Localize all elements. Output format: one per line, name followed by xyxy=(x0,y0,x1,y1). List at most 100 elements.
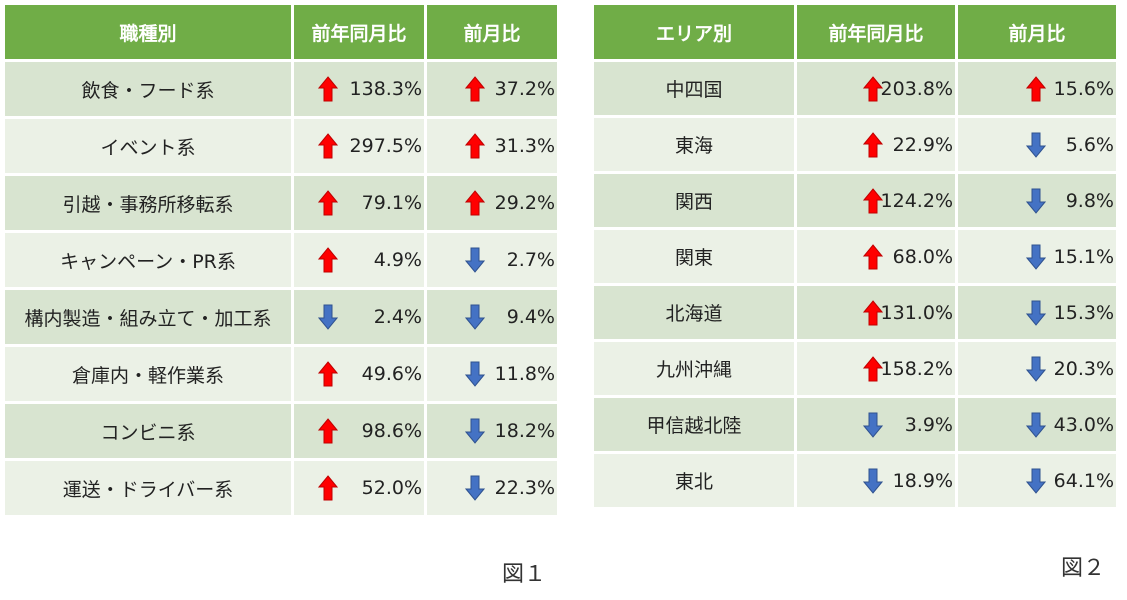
down-arrow-icon xyxy=(1025,300,1047,326)
down-arrow-icon xyxy=(464,247,486,273)
up-arrow-icon xyxy=(317,475,339,501)
up-arrow-icon xyxy=(1025,75,1047,102)
mom-value: 18.2% xyxy=(494,420,555,442)
yoy-value: 138.3% xyxy=(349,78,422,100)
mom-value: 64.1% xyxy=(1053,469,1114,492)
mom-cell: 15.6% xyxy=(955,59,1119,118)
up-arrow-icon xyxy=(317,361,339,387)
header-area: エリア別 xyxy=(591,2,797,62)
header-mom: 前月比 xyxy=(424,2,560,62)
down-arrow-icon xyxy=(464,361,486,387)
figure-caption-2: 図２ xyxy=(1061,556,1106,581)
down-arrow-icon xyxy=(464,475,486,501)
table-row: 倉庫内・軽作業系 49.6% 11.8% xyxy=(2,344,560,404)
row-label: 運送・ドライバー系 xyxy=(2,458,294,518)
row-label: 甲信越北陸 xyxy=(591,395,797,454)
yoy-cell: 297.5% xyxy=(291,116,427,176)
yoy-cell: 18.9% xyxy=(794,451,958,510)
yoy-cell: 68.0% xyxy=(794,227,958,286)
down-arrow-icon xyxy=(1025,244,1047,270)
row-label: 引越・事務所移転系 xyxy=(2,173,294,233)
down-arrow-icon xyxy=(464,304,486,330)
yoy-value: 3.9% xyxy=(904,413,953,436)
mom-value: 5.6% xyxy=(1065,133,1114,156)
mom-value: 15.3% xyxy=(1053,301,1114,324)
table-row: 関東 68.0% 15.1% xyxy=(591,227,1119,286)
yoy-value: 203.8% xyxy=(880,77,953,100)
mom-cell: 15.1% xyxy=(955,227,1119,286)
mom-value: 20.3% xyxy=(1053,357,1114,380)
yoy-value: 124.2% xyxy=(880,189,953,212)
yoy-value: 131.0% xyxy=(880,301,953,324)
mom-cell: 2.7% xyxy=(424,230,560,290)
mom-value: 15.6% xyxy=(1053,77,1114,100)
table-row: 飲食・フード系 138.3% 37.2% xyxy=(2,59,560,119)
yoy-cell: 2.4% xyxy=(291,287,427,347)
yoy-value: 79.1% xyxy=(361,192,422,214)
row-label: コンビニ系 xyxy=(2,401,294,461)
up-arrow-icon xyxy=(464,190,486,216)
mom-cell: 37.2% xyxy=(424,59,560,119)
row-label: 東北 xyxy=(591,451,797,510)
yoy-cell: 4.9% xyxy=(291,230,427,290)
mom-value: 22.3% xyxy=(494,477,555,499)
header-mom: 前月比 xyxy=(955,2,1119,62)
up-arrow-icon xyxy=(317,133,339,159)
yoy-cell: 124.2% xyxy=(794,171,958,230)
area-table: エリア別 前年同月比 前月比 中四国 203.8% 15.6% 東海 22.9% 5.6%… xyxy=(591,2,1119,510)
mom-cell: 11.8% xyxy=(424,344,560,404)
yoy-value: 297.5% xyxy=(349,135,422,157)
header-yoy: 前年同月比 xyxy=(291,2,427,62)
mom-cell: 29.2% xyxy=(424,173,560,233)
mom-value: 11.8% xyxy=(494,363,555,385)
row-label: 東海 xyxy=(591,115,797,174)
row-label: 構内製造・組み立て・加工系 xyxy=(2,287,294,347)
mom-cell: 64.1% xyxy=(955,451,1119,510)
down-arrow-icon xyxy=(862,412,884,438)
mom-value: 43.0% xyxy=(1053,413,1114,436)
header-yoy: 前年同月比 xyxy=(794,2,958,62)
mom-value: 15.1% xyxy=(1053,245,1114,268)
table-row: イベント系 297.5% 31.3% xyxy=(2,116,560,176)
mom-value: 37.2% xyxy=(494,78,555,100)
mom-value: 31.3% xyxy=(494,135,555,157)
down-arrow-icon xyxy=(862,468,884,494)
mom-cell: 18.2% xyxy=(424,401,560,461)
up-arrow-icon xyxy=(317,190,339,216)
up-arrow-icon xyxy=(862,187,884,214)
yoy-value: 4.9% xyxy=(373,249,422,271)
row-label: 関西 xyxy=(591,171,797,230)
mom-value: 9.4% xyxy=(506,306,555,328)
table-row: 運送・ドライバー系 52.0% 22.3% xyxy=(2,458,560,518)
table-row: 構内製造・組み立て・加工系 2.4% 9.4% xyxy=(2,287,560,347)
yoy-value: 49.6% xyxy=(361,363,422,385)
yoy-cell: 49.6% xyxy=(291,344,427,404)
up-arrow-icon xyxy=(862,355,884,382)
table-row: 引越・事務所移転系 79.1% 29.2% xyxy=(2,173,560,233)
mom-value: 29.2% xyxy=(494,192,555,214)
table-row: 甲信越北陸 3.9% 43.0% xyxy=(591,395,1119,454)
yoy-value: 2.4% xyxy=(373,306,422,328)
header-job-type: 職種別 xyxy=(2,2,294,62)
up-arrow-icon xyxy=(317,76,339,102)
up-arrow-icon xyxy=(862,131,884,158)
mom-cell: 20.3% xyxy=(955,339,1119,398)
up-arrow-icon xyxy=(464,76,486,102)
down-arrow-icon xyxy=(464,418,486,444)
yoy-value: 98.6% xyxy=(361,420,422,442)
yoy-value: 52.0% xyxy=(361,477,422,499)
up-arrow-icon xyxy=(862,243,884,270)
down-arrow-icon xyxy=(1025,356,1047,382)
yoy-value: 18.9% xyxy=(892,469,953,492)
table-row: 関西 124.2% 9.8% xyxy=(591,171,1119,230)
mom-cell: 22.3% xyxy=(424,458,560,518)
up-arrow-icon xyxy=(862,299,884,326)
row-label: 倉庫内・軽作業系 xyxy=(2,344,294,404)
table-row: コンビニ系 98.6% 18.2% xyxy=(2,401,560,461)
yoy-cell: 138.3% xyxy=(291,59,427,119)
row-label: キャンペーン・PR系 xyxy=(2,230,294,290)
row-label: イベント系 xyxy=(2,116,294,176)
row-label: 九州沖縄 xyxy=(591,339,797,398)
yoy-cell: 52.0% xyxy=(291,458,427,518)
mom-cell: 5.6% xyxy=(955,115,1119,174)
